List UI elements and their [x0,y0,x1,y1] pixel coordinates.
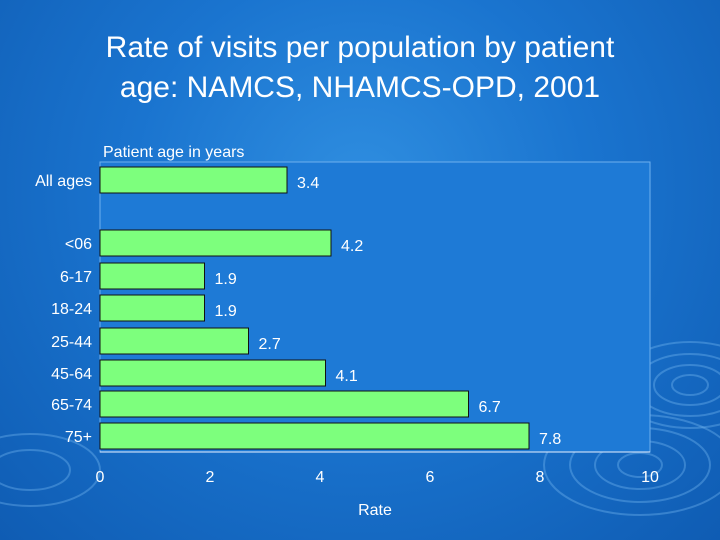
x-tick-label-1: 2 [206,469,215,486]
category-label-2: 6-17 [60,269,92,286]
bar-6 [99,390,469,418]
y-axis-title: Patient age in years [103,144,244,161]
data-label-6: 6.7 [479,399,501,416]
x-tick-label-5: 10 [641,469,659,486]
bar-4 [99,327,249,355]
data-label-7: 7.8 [539,431,561,448]
bar-5 [99,359,326,387]
title-line-2: age: NAMCS, NHAMCS-OPD, 2001 [119,71,601,104]
category-label-7: 75+ [65,429,92,446]
slide-title: Rate of visits per population by patient… [20,28,700,108]
x-axis-title: Rate [358,502,392,519]
data-label-5: 4.1 [336,368,358,385]
data-label-1: 4.2 [341,238,363,255]
bar-2 [99,262,205,290]
x-tick-label-0: 0 [96,469,105,486]
category-label-4: 25-44 [51,334,92,351]
data-label-2: 1.9 [215,271,237,288]
x-tick-label-3: 6 [426,469,435,486]
bar-1 [99,229,332,257]
x-tick-label-4: 8 [536,469,545,486]
bar-3 [99,294,205,322]
data-label-0: 3.4 [297,175,319,192]
title-line-1: Rate of visits per population by patient [105,31,615,64]
data-label-4: 2.7 [259,336,281,353]
category-label-1: <06 [65,236,92,253]
data-label-3: 1.9 [215,303,237,320]
x-tick-label-2: 4 [316,469,325,486]
category-label-5: 45-64 [51,366,92,383]
category-label-0: All ages [35,173,92,190]
bar-7 [99,422,530,450]
category-label-3: 18-24 [51,301,92,318]
category-label-6: 65-74 [51,397,92,414]
bar-0 [99,166,288,194]
